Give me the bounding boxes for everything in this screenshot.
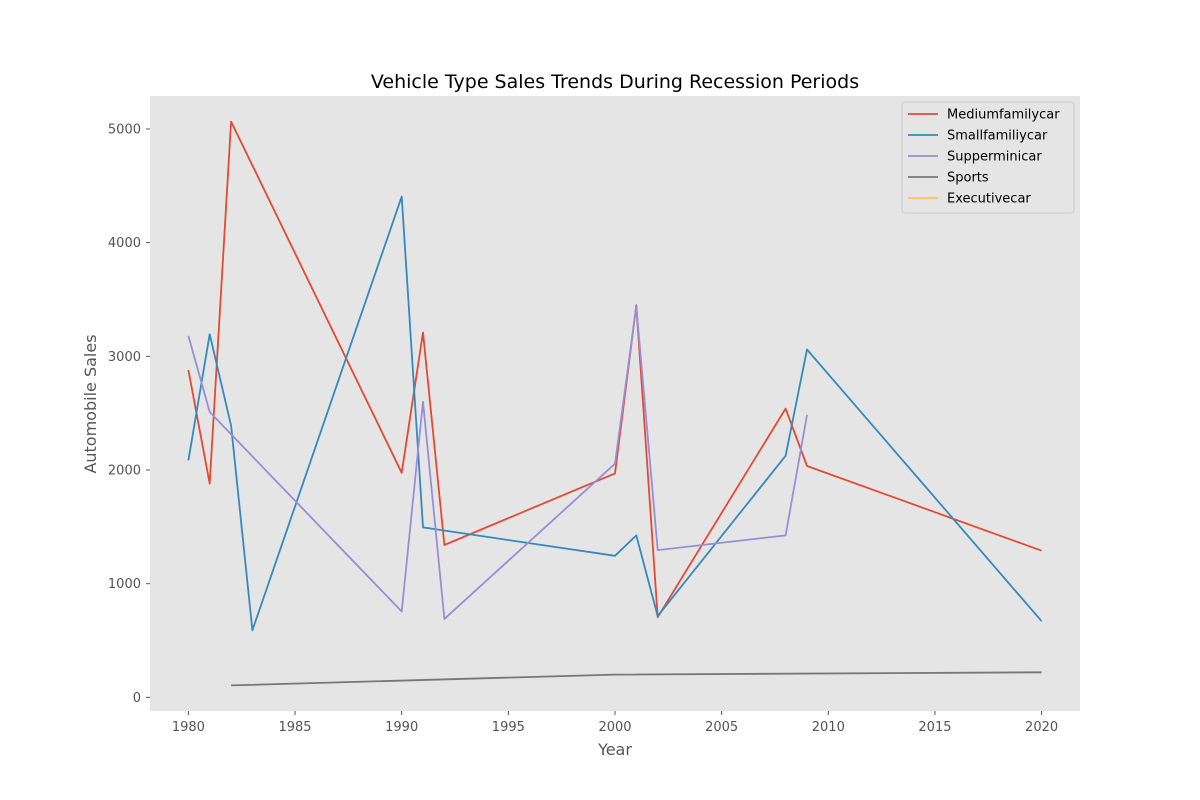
series-line-smallfamiliycar	[187, 195, 1043, 632]
legend-label: Supperminicar	[947, 150, 1042, 165]
x-tick-label: 1980	[172, 720, 205, 735]
y-axis-label: Automobile Sales	[81, 334, 100, 473]
legend-label: Sports	[947, 171, 989, 186]
y-tick-label: 2000	[108, 464, 141, 479]
legend-label: Mediumfamilycar	[947, 108, 1060, 123]
x-tick-label: 2005	[705, 720, 738, 735]
legend-label: Executivecar	[947, 192, 1031, 207]
x-tick-label: 2000	[598, 720, 631, 735]
x-tick-label: 2010	[812, 720, 845, 735]
y-axis: 0 1000 2000 3000 4000 5000	[108, 122, 150, 706]
series-lines	[187, 120, 1043, 687]
x-tick-label: 1985	[278, 720, 311, 735]
x-axis-label: Year	[597, 740, 632, 759]
x-axis: 1980 1985 1990 1995 2000 2005 2010 2015 2020	[172, 711, 1058, 735]
series-line-sports	[231, 671, 1042, 687]
x-tick-label: 2015	[918, 720, 951, 735]
y-tick-label: 0	[133, 691, 141, 706]
legend: Mediumfamilycar Smallfamiliycar Suppermini…	[901, 101, 1075, 214]
y-tick-label: 1000	[108, 577, 141, 592]
chart-title: Vehicle Type Sales Trends During Recessi…	[371, 71, 859, 93]
x-tick-label: 1990	[385, 720, 418, 735]
x-tick-label: 2020	[1025, 720, 1058, 735]
series-line-supperminicar	[187, 305, 808, 620]
y-tick-label: 5000	[108, 122, 141, 137]
y-tick-label: 4000	[108, 236, 141, 251]
x-tick-label: 1995	[492, 720, 525, 735]
legend-box	[901, 101, 1075, 214]
y-tick-label: 3000	[108, 350, 141, 365]
legend-label: Smallfamiliycar	[947, 129, 1048, 144]
series-line-mediumfamilycar	[187, 120, 1042, 619]
